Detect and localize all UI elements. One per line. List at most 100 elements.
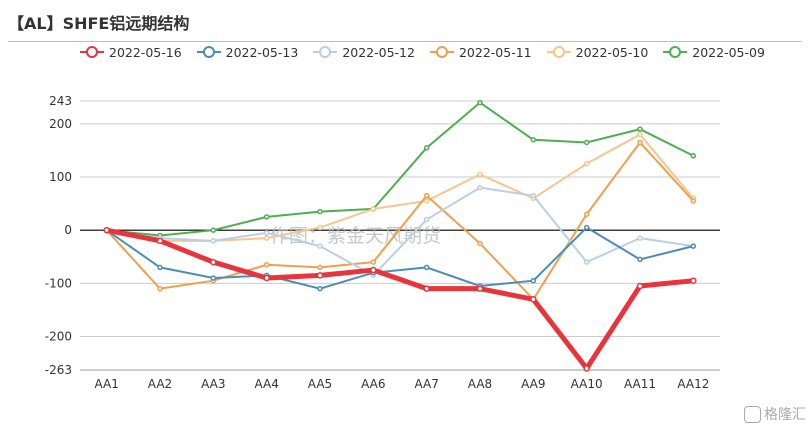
x-tick-label: AA9 [521,377,545,391]
data-point [423,216,430,223]
y-tick-label: 243 [49,94,72,108]
data-point [423,285,430,292]
data-point [263,230,270,236]
legend-label: 2022-05-13 [225,44,299,60]
y-tick-label: 0 [64,223,72,237]
y-tick-label: 100 [49,170,72,184]
brand-label: 格隆汇 [764,407,806,423]
legend-marker-icon [80,46,104,58]
series-lines [103,99,697,372]
data-point [690,243,697,249]
data-point [583,259,590,265]
x-tick-label: AA5 [308,377,332,391]
legend-item[interactable]: 2022-05-11 [429,44,532,60]
data-point [317,243,323,249]
data-point [530,277,537,284]
legend-item[interactable]: 2022-05-13 [196,44,299,60]
data-point [317,224,323,231]
data-point [157,285,163,292]
x-tick-label: AA3 [201,377,225,391]
data-point [370,206,377,212]
data-point [210,227,217,233]
legend-label: 2022-05-16 [109,44,182,60]
data-point [156,237,164,245]
data-point [477,171,483,178]
watermark: 作图：紫金天风期货 [270,225,441,247]
data-point [637,131,643,138]
x-tick-label: AA2 [148,377,172,391]
y-tick-label: -263 [45,363,72,377]
data-point [263,214,270,220]
legend-marker-icon [429,46,454,58]
data-point [317,208,323,215]
data-point [477,99,483,106]
legend-marker-icon [546,46,571,58]
x-tick-label: AA11 [624,377,656,391]
y-tick-label: -200 [45,330,72,344]
legend-item[interactable]: 2022-05-12 [313,45,415,60]
x-tick-label: AA7 [414,377,438,391]
data-point [210,238,217,244]
y-tick-label: 200 [49,117,72,131]
legend-item[interactable]: 2022-05-16 [80,45,182,60]
legend-marker-icon [196,46,221,58]
data-point [423,145,430,151]
legend-label: 2022-05-11 [458,44,532,60]
brand-watermark: 格隆汇 [744,404,806,424]
x-axis-ticks: AA1 AA2 AA3 AA4 AA5 AA6 AA7 AA8 AA9 AA10 AA11 AA12 [80,369,720,391]
data-point [690,153,697,159]
data-point [263,274,270,282]
series-line [106,186,694,277]
data-point [370,266,377,274]
data-point [690,198,697,204]
data-point [370,259,377,265]
data-point [103,226,110,234]
y-tick-label: -100 [45,276,72,290]
data-point [690,277,697,284]
legend-label: 2022-05-09 [692,44,765,60]
legend-label: 2022-05-12 [342,44,415,60]
series-line [105,141,695,301]
legend-item[interactable]: 2022-05-09 [663,45,765,60]
title-divider [8,41,802,42]
data-point [636,282,644,290]
data-point [317,264,323,271]
x-tick-label: AA8 [468,377,492,391]
x-tick-label: AA12 [677,377,709,391]
data-point [263,235,270,241]
legend-marker-icon [663,46,688,58]
data-point [530,192,537,199]
data-point [423,264,430,271]
data-point [423,198,430,204]
data-point [263,261,270,268]
chart-legend: 2022-05-16 2022-05-13 2022-05-12 2022-05-11… [80,43,780,61]
x-tick-label: AA10 [571,377,603,391]
series-line [106,226,694,290]
data-point [583,365,590,372]
data-point [317,285,323,292]
data-point [583,211,590,217]
data-point [477,240,483,247]
legend-marker-icon [313,46,338,58]
series-2022-05-12 [103,184,697,279]
series-line [106,227,694,371]
data-point [637,126,643,132]
data-point [583,139,590,146]
data-point [157,264,163,271]
series-2022-05-09 [103,99,697,239]
legend-item[interactable]: 2022-05-10 [546,45,648,60]
chart-title: 【AL】SHFE铝远期结构 [8,14,190,33]
data-point [530,137,537,143]
data-point [210,275,217,281]
data-point [316,272,324,279]
data-point [583,160,590,167]
x-tick-label: AA4 [254,377,278,391]
series-2022-05-16 [103,226,697,372]
series-line [106,101,694,237]
data-point [210,258,217,266]
x-tick-label: AA6 [361,377,385,391]
data-point [477,184,483,191]
data-point [530,296,537,303]
data-point [637,139,643,146]
